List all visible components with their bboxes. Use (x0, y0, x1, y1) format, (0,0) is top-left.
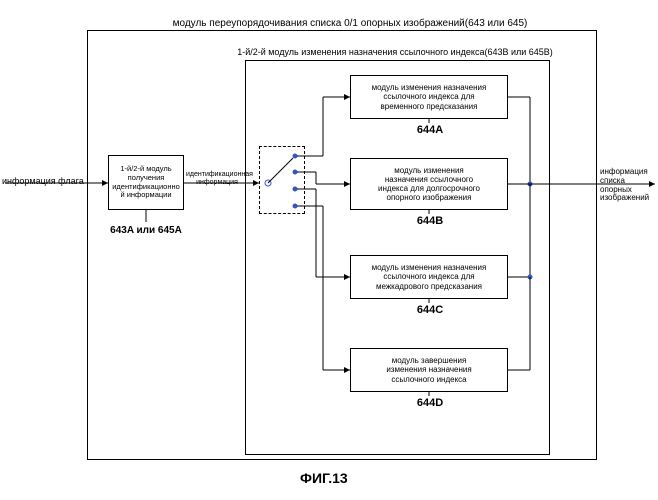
inner-module-title: 1-й/2-й модуль изменения назначения ссыл… (200, 48, 590, 58)
ref-644b: 644B (405, 215, 455, 227)
box-643a-text: 1-й/2-й модуль получения идентификационн… (112, 165, 180, 200)
box-643a: 1-й/2-й модуль получения идентификационн… (108, 155, 184, 210)
ref-644c: 644C (405, 304, 455, 316)
box-644c: модуль изменения назначения ссылочного и… (350, 255, 508, 299)
switch-box (259, 146, 305, 214)
box-644d: модуль завершения изменения назначения с… (350, 348, 508, 392)
input-label: информация флага (2, 177, 87, 187)
box-644a: модуль изменения назначения ссылочного и… (350, 75, 508, 119)
box-644d-text: модуль завершения изменения назначения с… (386, 356, 471, 384)
ref-644a: 644A (405, 124, 455, 136)
box-644c-text: модуль изменения назначения ссылочного и… (372, 263, 487, 291)
ref-643a: 643A или 645A (103, 225, 189, 236)
id-info-label: идентификационная информация (186, 171, 248, 186)
box-644b: модуль изменения назначения ссылочного и… (350, 158, 508, 210)
outer-module-title: модуль переупорядочивания списка 0/1 опо… (150, 18, 550, 29)
ref-644d: 644D (405, 397, 455, 409)
box-644b-text: модуль изменения назначения ссылочного и… (378, 166, 480, 203)
output-label: информация списка опорных изображений (600, 168, 658, 203)
figure-label: ФИГ.13 (300, 470, 348, 486)
box-644a-text: модуль изменения назначения ссылочного и… (372, 83, 487, 111)
